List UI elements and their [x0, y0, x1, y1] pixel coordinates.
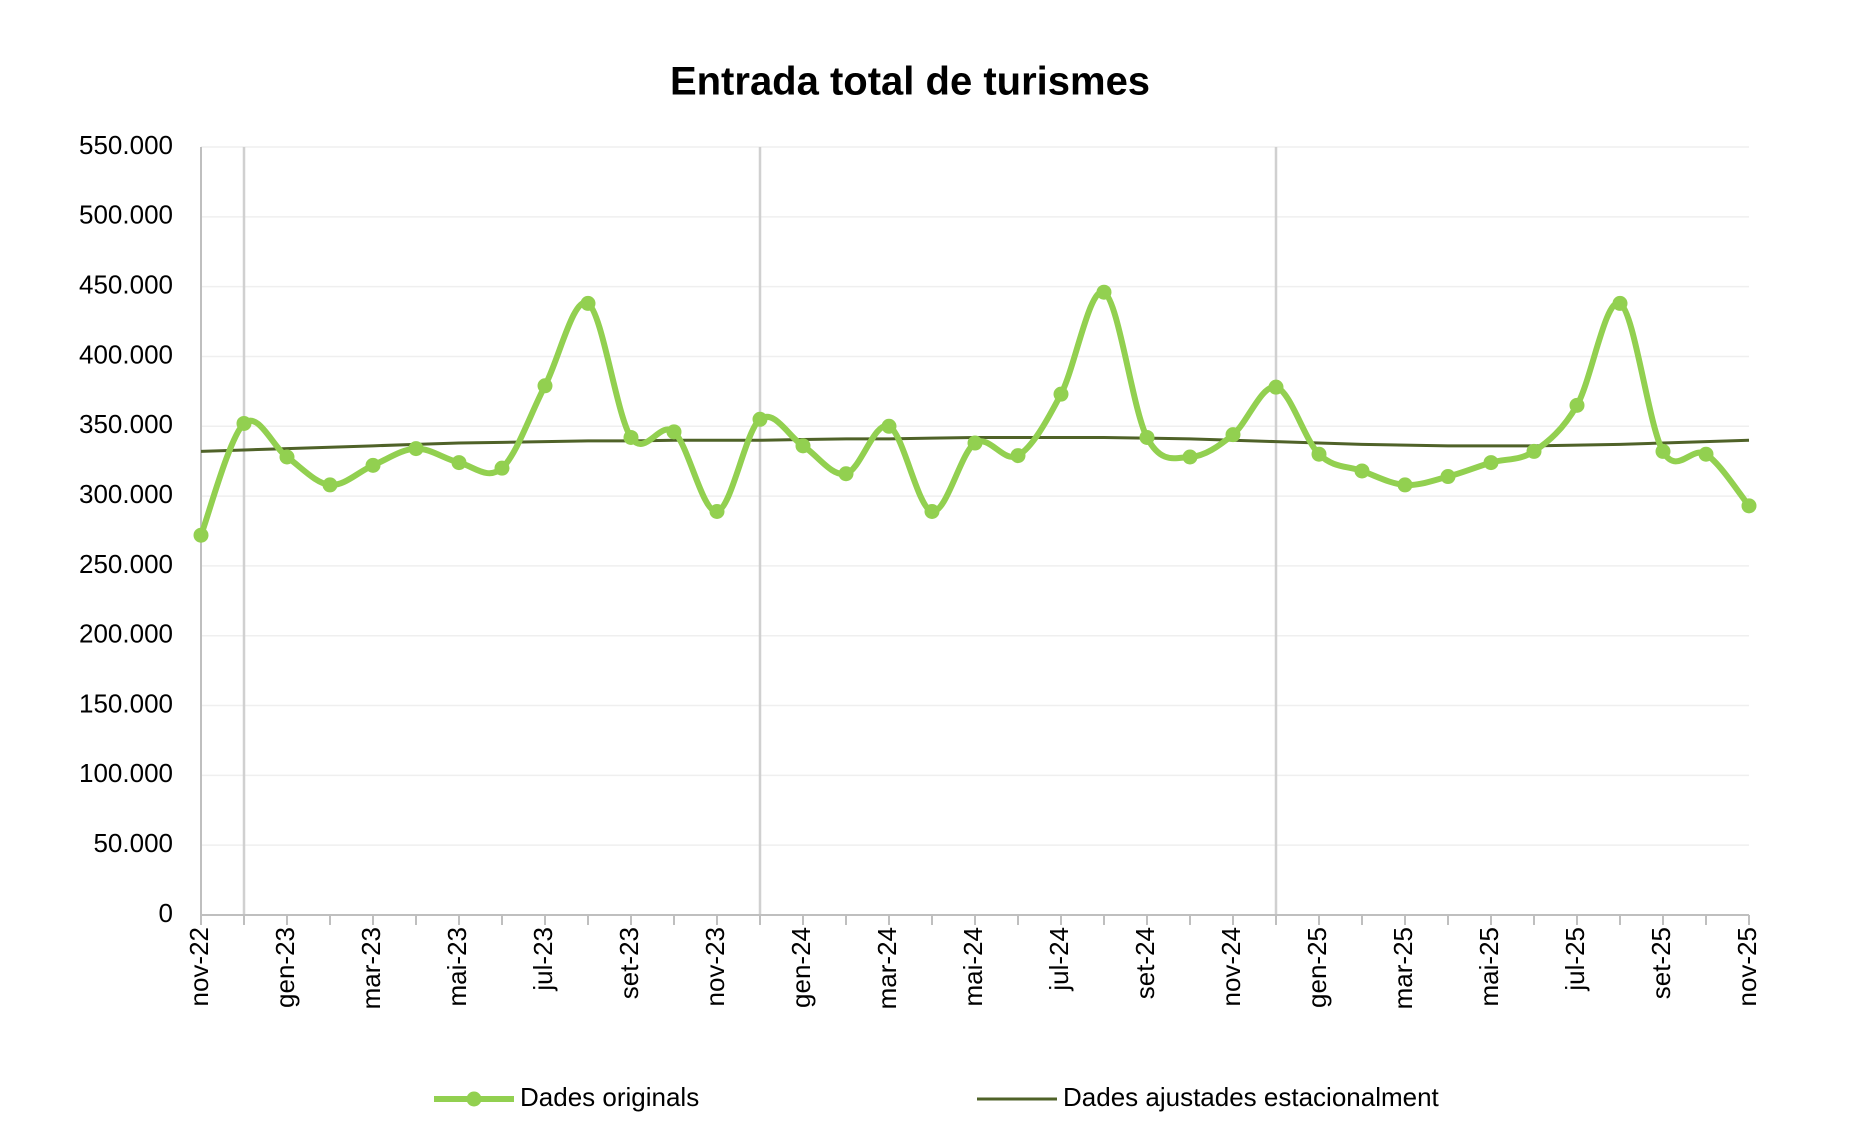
x-tick-label: jul-24	[1044, 927, 1074, 992]
data-point	[1655, 443, 1671, 459]
x-tick-label: mar-25	[1388, 927, 1418, 1009]
data-point	[1311, 446, 1327, 462]
y-tick-label: 150.000	[79, 688, 173, 718]
data-point	[494, 460, 510, 476]
data-point	[1139, 429, 1155, 445]
x-tick-label: set-24	[1130, 927, 1160, 999]
x-tick-label: jul-25	[1560, 927, 1590, 992]
x-tick-label: set-23	[614, 927, 644, 999]
data-point	[1010, 448, 1026, 464]
x-tick-label: mar-23	[356, 927, 386, 1009]
data-point	[666, 424, 682, 440]
data-point	[924, 503, 940, 519]
y-tick-label: 300.000	[79, 479, 173, 509]
data-point	[193, 527, 209, 543]
data-point	[1182, 449, 1198, 465]
legend-marker	[466, 1091, 482, 1107]
x-tick-label: jul-23	[528, 927, 558, 992]
x-tick-label: nov-23	[700, 927, 730, 1007]
x-tick-label: nov-25	[1732, 927, 1762, 1007]
data-point	[537, 378, 553, 394]
y-tick-label: 50.000	[93, 828, 173, 858]
data-point	[408, 441, 424, 457]
data-point	[1053, 386, 1069, 402]
x-tick-label: mai-25	[1474, 927, 1504, 1006]
data-point	[236, 415, 252, 431]
data-point	[1612, 295, 1628, 311]
data-point	[1741, 498, 1757, 514]
x-tick-label: gen-24	[786, 927, 816, 1008]
data-point	[752, 411, 768, 427]
y-tick-label: 100.000	[79, 758, 173, 788]
data-point	[709, 503, 725, 519]
legend-label: Dades ajustades estacionalment	[1063, 1082, 1440, 1112]
data-point	[967, 435, 983, 451]
x-tick-label: mai-24	[958, 927, 988, 1006]
data-point	[322, 477, 338, 493]
data-point	[1569, 397, 1585, 413]
data-point	[451, 455, 467, 471]
series-line	[198, 289, 1752, 537]
data-point	[1397, 477, 1413, 493]
x-tick-label: nov-22	[184, 927, 214, 1007]
data-point	[881, 418, 897, 434]
data-point	[1526, 443, 1542, 459]
x-tick-label: set-25	[1646, 927, 1676, 999]
data-point	[1096, 284, 1112, 300]
legend-label: Dades originals	[520, 1082, 699, 1112]
y-tick-label: 0	[159, 898, 173, 928]
data-point	[279, 449, 295, 465]
x-tick-label: nov-24	[1216, 927, 1246, 1007]
chart-title: Entrada total de turismes	[670, 60, 1150, 104]
y-tick-label: 350.000	[79, 409, 173, 439]
data-point	[1354, 463, 1370, 479]
data-point	[623, 429, 639, 445]
y-tick-label: 200.000	[79, 619, 173, 649]
y-tick-label: 500.000	[79, 200, 173, 230]
data-point	[1698, 446, 1714, 462]
data-point	[795, 438, 811, 454]
y-tick-label: 400.000	[79, 339, 173, 369]
data-point	[1483, 455, 1499, 471]
y-tick-label: 450.000	[79, 270, 173, 300]
y-tick-label: 550.000	[79, 130, 173, 160]
data-point	[1268, 379, 1284, 395]
data-point	[580, 295, 596, 311]
x-tick-label: gen-25	[1302, 927, 1332, 1008]
data-point	[838, 466, 854, 482]
y-tick-label: 250.000	[79, 549, 173, 579]
x-tick-label: mai-23	[442, 927, 472, 1006]
x-tick-label: mar-24	[872, 927, 902, 1009]
x-tick-label: gen-23	[270, 927, 300, 1008]
data-point	[365, 457, 381, 473]
data-point	[1225, 427, 1241, 443]
data-point	[1440, 469, 1456, 485]
